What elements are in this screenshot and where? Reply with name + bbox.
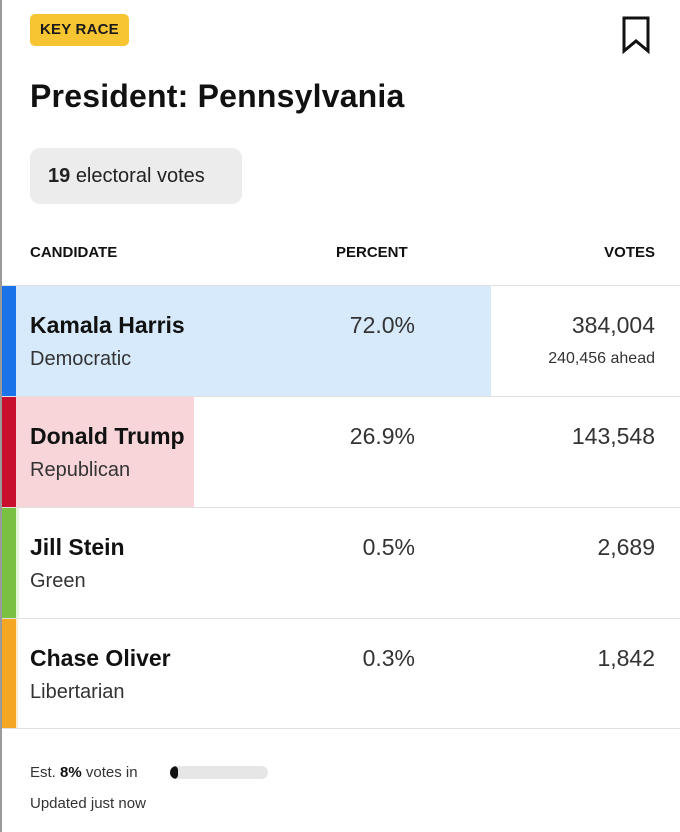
candidate-row: Jill Stein Green 0.5% 2,689 (2, 507, 680, 618)
electoral-votes-count: 19 (48, 165, 71, 187)
header-candidate: CANDIDATE (30, 244, 118, 261)
candidate-votes: 143,548 (571, 423, 655, 449)
candidate-name: Chase Oliver (30, 645, 171, 671)
party-color-stripe (2, 286, 16, 396)
candidate-name: Jill Stein (30, 534, 125, 560)
est-suffix: votes in (85, 764, 138, 781)
page-title: President: Pennsylvania (30, 78, 405, 114)
vote-share-bar (16, 508, 19, 618)
vote-share-bar (16, 286, 491, 396)
votes-ahead: 240,456 ahead (548, 350, 655, 367)
party-color-stripe (2, 397, 16, 507)
reporting-estimate: Est. 8% votes in (30, 764, 138, 781)
table-header: CANDIDATE PERCENT VOTES (2, 244, 680, 268)
candidate-percent: 0.5% (362, 534, 415, 560)
results-table: Kamala Harris Democratic 72.0% 384,004 2… (2, 285, 680, 729)
est-prefix: Est. (30, 764, 56, 781)
est-value: 8% (60, 764, 82, 781)
bookmark-icon[interactable] (621, 16, 651, 54)
candidate-percent: 26.9% (349, 423, 415, 449)
candidate-party: Libertarian (30, 681, 125, 703)
candidate-percent: 0.3% (362, 645, 415, 671)
candidate-percent: 72.0% (349, 312, 415, 338)
updated-status: Updated just now (30, 795, 146, 812)
candidate-row: Chase Oliver Libertarian 0.3% 1,842 (2, 618, 680, 729)
candidate-name: Kamala Harris (30, 312, 185, 338)
candidate-party: Democratic (30, 348, 132, 370)
candidate-row: Donald Trump Republican 26.9% 143,548 (2, 396, 680, 507)
party-color-stripe (2, 508, 16, 618)
party-color-stripe (2, 619, 16, 728)
vote-share-bar (16, 619, 18, 728)
vote-share-bar (16, 397, 194, 507)
candidate-name: Donald Trump (30, 423, 185, 449)
electoral-votes-label: electoral votes (75, 165, 205, 187)
reporting-progress-fill (170, 766, 178, 779)
candidate-party: Republican (30, 459, 131, 481)
candidate-row: Kamala Harris Democratic 72.0% 384,004 2… (2, 285, 680, 396)
header-percent: PERCENT (336, 244, 408, 261)
candidate-party: Green (30, 570, 86, 592)
key-race-badge: KEY RACE (30, 14, 129, 46)
candidate-votes: 1,842 (597, 645, 655, 671)
electoral-votes-pill: 19 electoral votes (30, 148, 242, 204)
candidate-votes: 2,689 (597, 534, 655, 560)
reporting-progress-bar (170, 766, 268, 779)
header-votes: VOTES (604, 244, 655, 261)
candidate-votes: 384,004 (571, 312, 655, 338)
